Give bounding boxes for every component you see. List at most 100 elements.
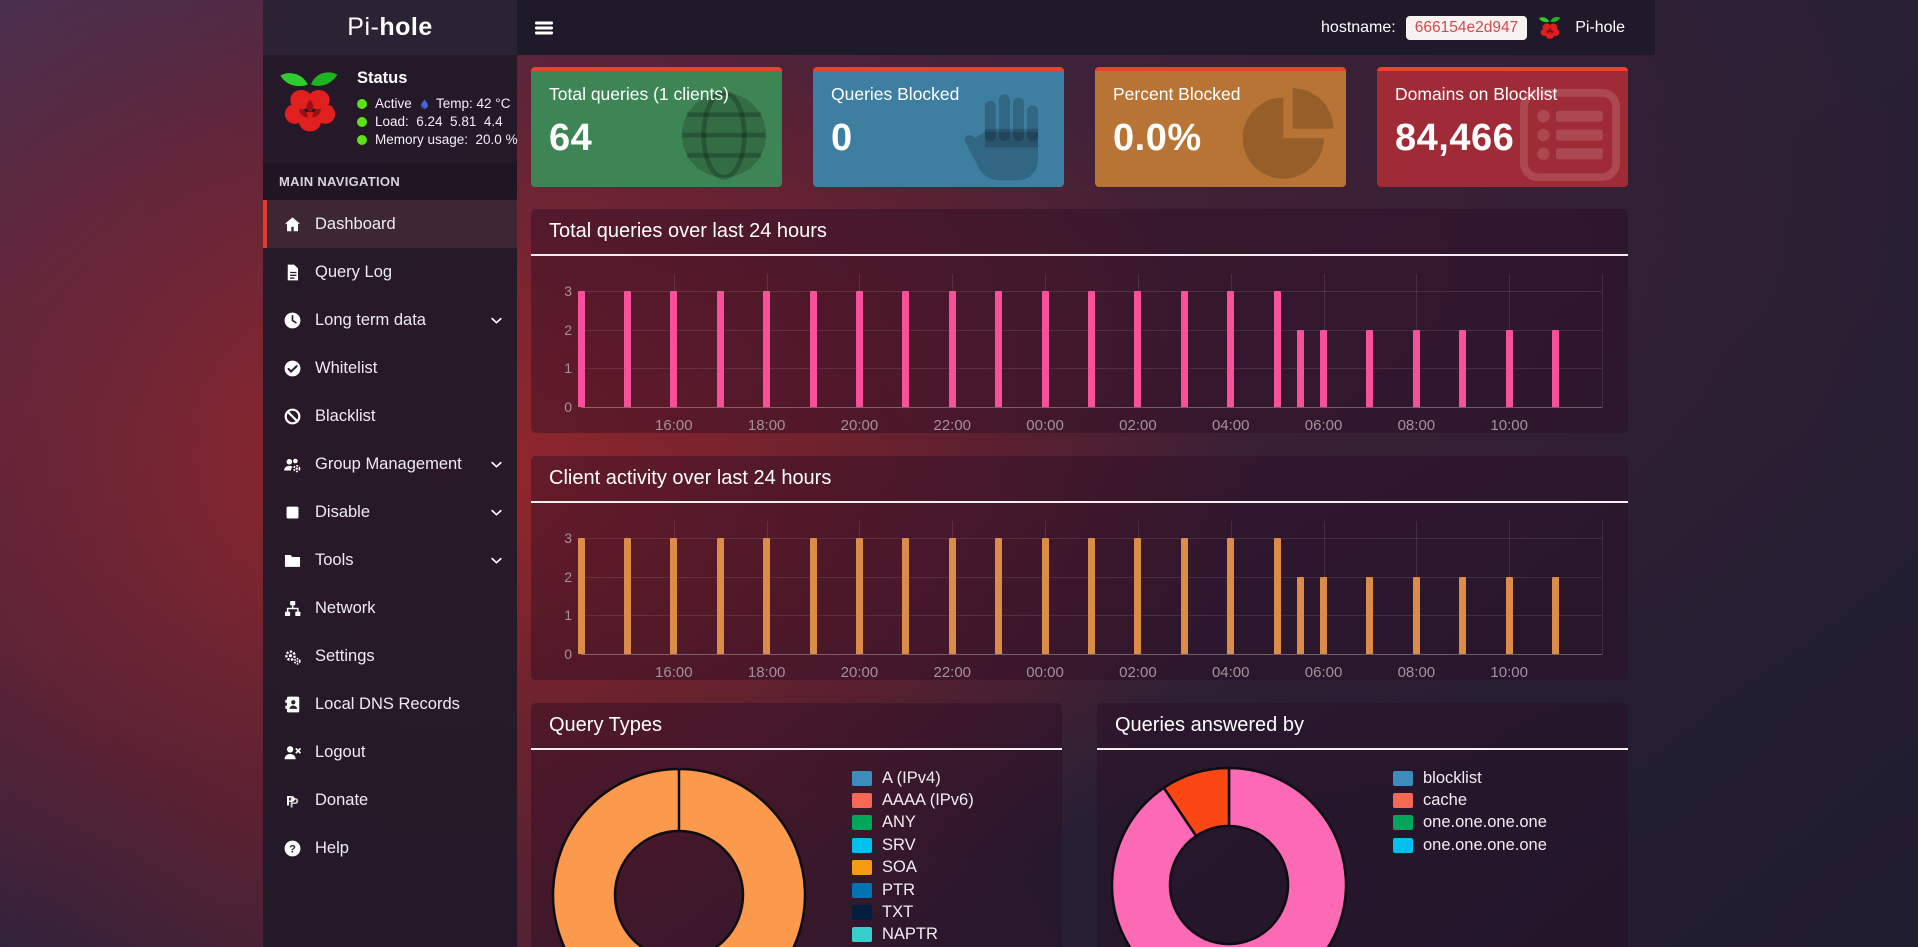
legend-item-aaaa-ipv6[interactable]: AAAA (IPv6) bbox=[852, 789, 974, 811]
sidebar-item-dashboard[interactable]: Dashboard bbox=[263, 200, 517, 248]
sidebar-item-query-log[interactable]: Query Log bbox=[263, 248, 517, 296]
sidebar-item-network[interactable]: Network bbox=[263, 584, 517, 632]
status-lines: Active Temp: 42 °C Load: 6.24 5.81 4.4 Mem… bbox=[357, 95, 518, 149]
status-text: Temp: 42 °C bbox=[432, 96, 511, 111]
x-axis-label: 06:00 bbox=[1304, 417, 1343, 434]
chart-bar bbox=[1552, 576, 1560, 654]
legend-swatch bbox=[1393, 837, 1413, 853]
chart-bar bbox=[1505, 329, 1513, 407]
chart-bar bbox=[1320, 576, 1328, 654]
panel-header: Queries answered by bbox=[1097, 703, 1628, 750]
sidebar-toggle-button[interactable] bbox=[517, 0, 571, 55]
chart-bar bbox=[670, 538, 678, 654]
chart-bar bbox=[1134, 291, 1142, 407]
status-dot-icon bbox=[357, 99, 367, 109]
legend-item-srv[interactable]: SRV bbox=[852, 834, 974, 856]
donut-slice bbox=[1162, 766, 1231, 838]
legend-item-any[interactable]: ANY bbox=[852, 812, 974, 834]
x-axis-label: 20:00 bbox=[840, 417, 879, 434]
chart-bar bbox=[902, 291, 910, 407]
chart-bar bbox=[855, 291, 863, 407]
sidebar-item-blacklist[interactable]: Blacklist bbox=[263, 392, 517, 440]
sidebar-item-label: Whitelist bbox=[315, 358, 378, 377]
status-line: Memory usage: 20.0 % bbox=[357, 131, 518, 149]
legend-item-ptr[interactable]: PTR bbox=[852, 879, 974, 901]
chart-bar bbox=[1459, 329, 1467, 407]
chart-bar bbox=[1552, 329, 1560, 407]
sidebar-item-local-dns-records[interactable]: Local DNS Records bbox=[263, 680, 517, 728]
x-axis-label: 00:00 bbox=[1026, 417, 1064, 434]
hostname-label: hostname: bbox=[1321, 18, 1396, 36]
legend-label: one.one.one.one bbox=[1423, 835, 1547, 854]
topbar-right: hostname: 666154e2d947 Pi-hole bbox=[1321, 0, 1655, 55]
chart-bar bbox=[1134, 538, 1142, 654]
app-window: Pi-hole hostname: 666154e2d947 Pi-hole bbox=[263, 0, 1655, 947]
y-axis-label: 0 bbox=[564, 399, 572, 415]
legend-item-a-ipv4[interactable]: A (IPv4) bbox=[852, 767, 974, 789]
stop-icon bbox=[281, 501, 303, 523]
legend-item-one-one-one-one[interactable]: one.one.one.one bbox=[1393, 834, 1547, 856]
chart-bar bbox=[577, 538, 585, 654]
legend-label: A (IPv4) bbox=[882, 768, 941, 787]
sidebar-item-whitelist[interactable]: Whitelist bbox=[263, 344, 517, 392]
y-axis-label: 1 bbox=[564, 607, 572, 624]
x-axis-label: 08:00 bbox=[1397, 417, 1436, 434]
x-axis-label: 18:00 bbox=[747, 664, 786, 681]
queries-overtime-chart[interactable]: 16:00 18:00 20:00 22:00 00:00 02:00 04:00 06:00… bbox=[564, 274, 1603, 434]
chart-bar bbox=[623, 291, 631, 407]
ban-icon bbox=[281, 405, 303, 427]
sidebar-item-label: Tools bbox=[315, 550, 354, 569]
legend-swatch bbox=[852, 793, 872, 809]
panel-title: Query Types bbox=[549, 714, 663, 736]
legend-item-soa[interactable]: SOA bbox=[852, 857, 974, 879]
pie-chart-icon bbox=[1238, 85, 1338, 181]
sidebar-item-disable[interactable]: Disable bbox=[263, 488, 517, 536]
legend-swatch bbox=[852, 837, 872, 853]
stat-card-label: Domains on Blocklist bbox=[1395, 84, 1558, 104]
stat-card-value: 0.0% bbox=[1113, 117, 1202, 159]
chart-bar bbox=[577, 291, 585, 407]
donut-body: A (IPv4) AAAA (IPv6) ANY SRV SOA PTR TXT NAPTR bbox=[531, 750, 1062, 947]
panel-header: Query Types bbox=[531, 703, 1062, 750]
x-axis-label: 04:00 bbox=[1211, 417, 1250, 434]
legend-item-naptr[interactable]: NAPTR bbox=[852, 924, 974, 946]
bottom-panels-row: Query Types A (IPv4) AAAA (IPv6) ANY SRV SOA… bbox=[531, 703, 1628, 947]
x-axis-label: 00:00 bbox=[1026, 664, 1064, 681]
y-axis-label: 2 bbox=[564, 321, 572, 338]
topbar-brand-label: Pi-hole bbox=[1575, 18, 1625, 36]
chart-bar bbox=[1412, 576, 1420, 654]
queries-answered-by-panel: Queries answered by blocklist cache one.on… bbox=[1097, 703, 1628, 947]
legend-item-one-one-one-one[interactable]: one.one.one.one bbox=[1393, 812, 1547, 834]
x-axis-line bbox=[581, 654, 1602, 655]
donut-body: blocklist cache one.one.one.one one.one.one… bbox=[1097, 750, 1628, 947]
chart-bar bbox=[1366, 329, 1374, 407]
legend-item-cache[interactable]: cache bbox=[1393, 789, 1547, 811]
sidebar-item-long-term-data[interactable]: Long term data bbox=[263, 296, 517, 344]
pihole-logo[interactable]: Pi-hole bbox=[263, 0, 517, 55]
chart-bar bbox=[763, 538, 771, 654]
sidebar-item-settings[interactable]: Settings bbox=[263, 632, 517, 680]
chart-bar bbox=[809, 538, 817, 654]
status-text: Load: 6.24 5.81 4.4 bbox=[375, 114, 503, 129]
sidebar-item-logout[interactable]: Logout bbox=[263, 728, 517, 776]
sidebar-item-tools[interactable]: Tools bbox=[263, 536, 517, 584]
legend-item-blocklist[interactable]: blocklist bbox=[1393, 767, 1547, 789]
query-types-legend: A (IPv4) AAAA (IPv6) ANY SRV SOA PTR TXT NAPTR bbox=[852, 767, 974, 946]
stat-card-percent-blocked: Percent Blocked 0.0% bbox=[1095, 67, 1346, 187]
brand-bold: hole bbox=[379, 13, 433, 41]
panel-title: Total queries over last 24 hours bbox=[549, 220, 827, 242]
query-types-donut-chart[interactable] bbox=[549, 765, 809, 947]
legend-swatch bbox=[1393, 770, 1413, 786]
legend-swatch bbox=[852, 815, 872, 831]
sidebar-item-help[interactable]: ? Help bbox=[263, 824, 517, 872]
chart-body: 16:00 18:00 20:00 22:00 00:00 02:00 04:00 06:00… bbox=[531, 503, 1628, 681]
legend-item-txt[interactable]: TXT bbox=[852, 901, 974, 923]
panel-title: Client activity over last 24 hours bbox=[549, 467, 832, 489]
sidebar-item-group-management[interactable]: Group Management bbox=[263, 440, 517, 488]
sidebar-item-label: Query Log bbox=[315, 262, 393, 281]
queries-answered-donut-chart[interactable] bbox=[1109, 765, 1349, 947]
sidebar-item-donate[interactable]: P P Donate bbox=[263, 776, 517, 824]
chart-bar bbox=[1227, 291, 1235, 407]
client-activity-chart[interactable]: 16:00 18:00 20:00 22:00 00:00 02:00 04:00 06:00… bbox=[564, 521, 1603, 681]
